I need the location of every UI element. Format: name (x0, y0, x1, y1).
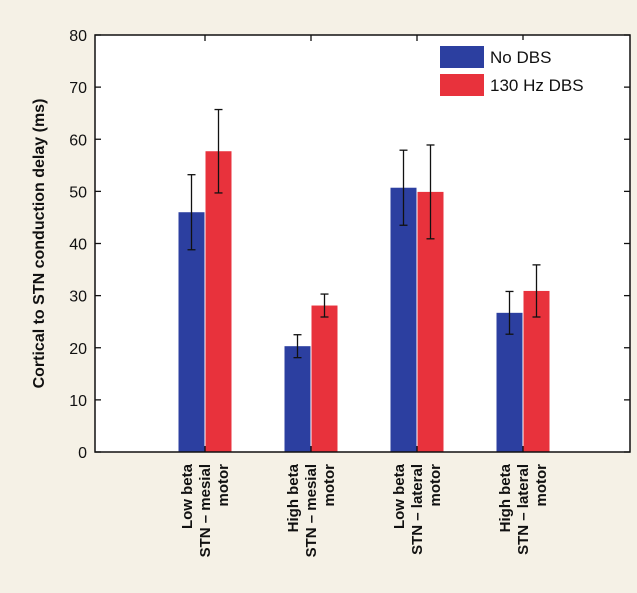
legend-label-0: No DBS (490, 48, 551, 67)
bar-no-dbs-1 (284, 346, 311, 452)
category-label-line-3-1: STN – lateral (515, 464, 532, 555)
axes-layer (94, 34, 631, 453)
bar-130hz-dbs-3 (523, 290, 550, 452)
category-label-line-3-0: High beta (497, 463, 514, 532)
legend-label-1: 130 Hz DBS (490, 76, 584, 95)
y-tick-label-50: 50 (69, 184, 87, 201)
bar-no-dbs-3 (496, 312, 523, 452)
category-label-line-2-1: STN – lateral (409, 464, 426, 555)
bar-no-dbs-0 (178, 212, 205, 452)
bar-no-dbs-2 (390, 187, 417, 452)
y-tick-label-20: 20 (69, 341, 87, 358)
category-label-line-2-0: Low beta (391, 463, 408, 529)
category-label-1: High beta STN – mesial motor (285, 463, 338, 557)
bar-130hz-dbs-0 (205, 151, 232, 452)
y-tick-label-40: 40 (69, 237, 87, 254)
category-label-2: Low beta STN – lateral motor (391, 463, 444, 555)
y-tick-label-60: 60 (69, 132, 87, 149)
bars-layer (178, 108, 550, 453)
y-tick-label-80: 80 (69, 28, 87, 45)
legend-swatch-0 (440, 46, 484, 68)
category-label-line-0-1: STN – mesial (197, 464, 214, 557)
category-label-line-3-2: motor (533, 464, 550, 507)
legend-swatch-1 (440, 74, 484, 96)
y-tick-label-70: 70 (69, 80, 87, 97)
bar-130hz-dbs-1 (311, 305, 338, 452)
y-axis-label: Cortical to STN conduction delay (ms) (31, 99, 48, 389)
category-label-line-1-2: motor (321, 464, 338, 507)
category-label-line-1-1: STN – mesial (303, 464, 320, 557)
y-tick-label-0: 0 (78, 445, 87, 462)
category-label-line-0-0: Low beta (179, 463, 196, 529)
y-tick-label-10: 10 (69, 393, 87, 410)
labels-layer: 0 10 20 30 40 50 60 70 80 Cortical to STN conduct… (31, 28, 550, 557)
category-label-line-1-0: High beta (285, 463, 302, 532)
y-tick-label-30: 30 (69, 289, 87, 306)
legend: No DBS 130 Hz DBS (434, 40, 620, 102)
category-label-0: Low beta STN – mesial motor (179, 463, 232, 557)
category-label-3: High beta STN – lateral motor (497, 463, 550, 555)
category-label-line-0-2: motor (215, 464, 232, 507)
category-label-line-2-2: motor (427, 464, 444, 507)
